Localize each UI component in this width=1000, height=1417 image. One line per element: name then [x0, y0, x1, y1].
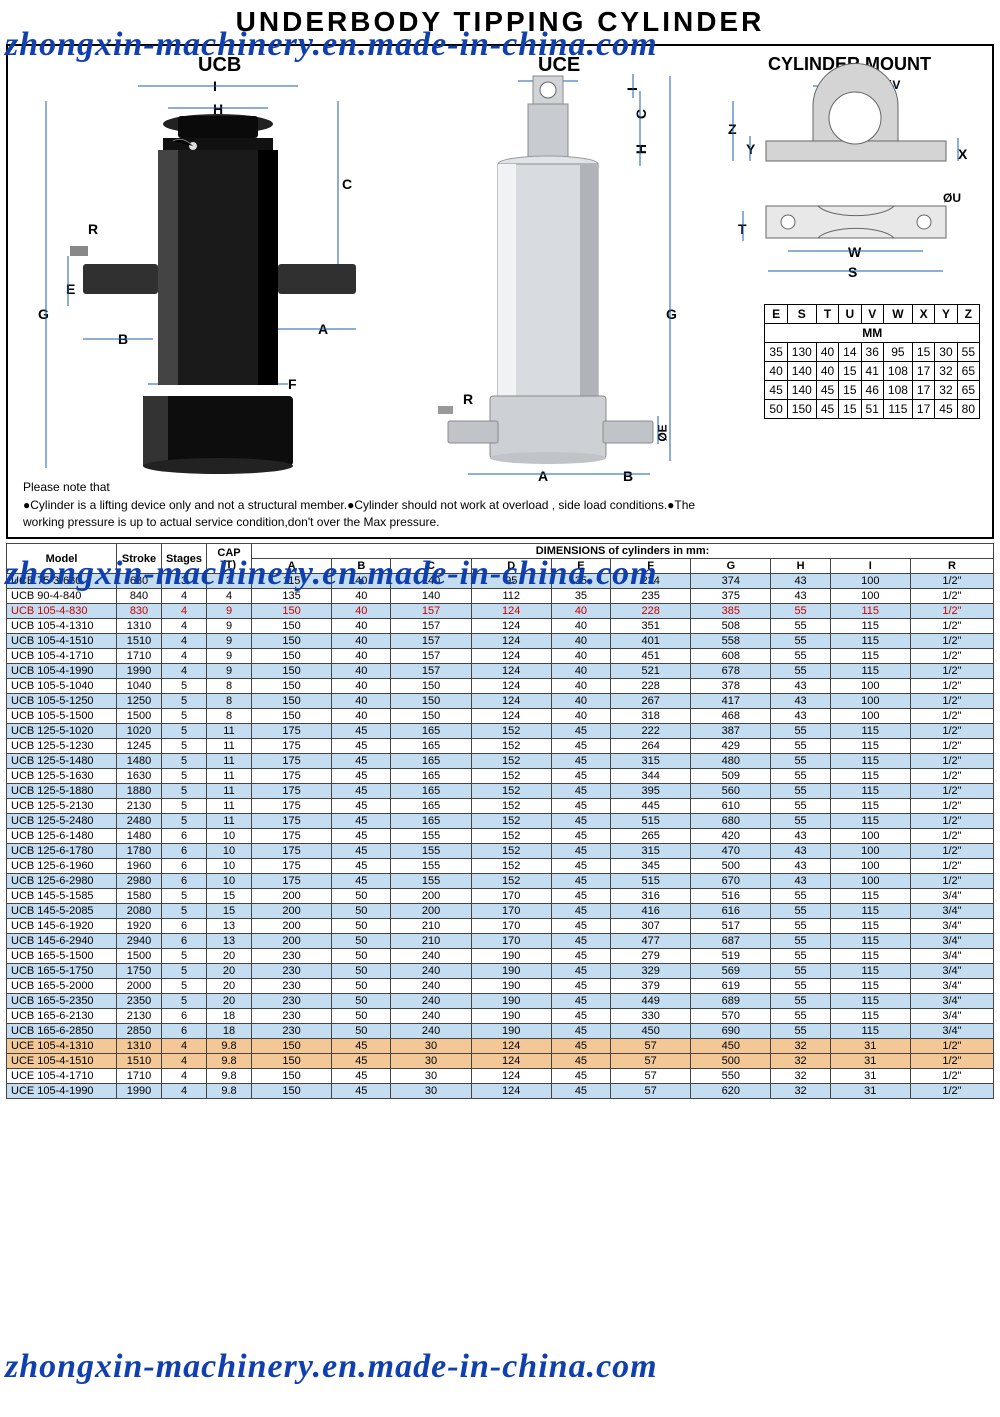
mount-col-U: U — [839, 305, 861, 324]
spec-col-I: I — [830, 559, 910, 574]
table-row: UCB 125-5-123012455111754516515245264429… — [7, 739, 994, 754]
mount-row: 45140451546108173265 — [765, 381, 980, 400]
uce-diagram-svg — [408, 46, 698, 486]
mount-col-Y: Y — [935, 305, 957, 324]
table-row: UCE 105-4-1990199049.8150453012445576203… — [7, 1084, 994, 1099]
spec-col-R: R — [910, 559, 993, 574]
watermark-mid: zhongxin-machinery.en.made-in-china.com — [5, 555, 658, 593]
ucb-diagram-svg — [8, 46, 408, 486]
table-row: UCB 165-5-175017505202305024019045329569… — [7, 964, 994, 979]
mount-col-W: W — [883, 305, 912, 324]
table-row: UCB 145-6-294029406132005021017045477687… — [7, 934, 994, 949]
watermark-top: zhongxin-machinery.en.made-in-china.com — [5, 26, 658, 64]
table-row: UCB 125-5-248024805111754516515245515680… — [7, 814, 994, 829]
mount-col-S: S — [787, 305, 816, 324]
table-row: UCB 125-5-163016305111754516515245344509… — [7, 769, 994, 784]
note-block: Please note that ●Cylinder is a lifting … — [23, 479, 723, 531]
table-row: UCE 105-4-1710171049.8150453012445575503… — [7, 1069, 994, 1084]
table-row: UCB 125-6-298029806101754515515245515670… — [7, 874, 994, 889]
mount-diagram-svg — [698, 46, 998, 281]
table-row: UCB 165-5-235023505202305024019045449689… — [7, 994, 994, 1009]
mount-col-T: T — [816, 305, 838, 324]
table-row: UCB 105-4-131013104915040157124403515085… — [7, 619, 994, 634]
mount-col-Z: Z — [957, 305, 979, 324]
spec-table: ModelStrokeStagesCAP (T)DIMENSIONS of cy… — [6, 543, 994, 1099]
table-row: UCE 105-4-1510151049.8150453012445575003… — [7, 1054, 994, 1069]
mount-row: 50150451551115174580 — [765, 400, 980, 419]
mount-col-V: V — [861, 305, 883, 324]
note-head: Please note that — [23, 479, 723, 496]
table-row: UCB 125-6-196019606101754515515245345500… — [7, 859, 994, 874]
spec-col-G: G — [691, 559, 771, 574]
table-row: UCB 105-4-151015104915040157124404015585… — [7, 634, 994, 649]
table-row: UCB 145-5-208520805152005020017045416616… — [7, 904, 994, 919]
table-row: UCB 165-5-200020005202305024019045379619… — [7, 979, 994, 994]
table-row: UCB 145-6-192019206132005021017045307517… — [7, 919, 994, 934]
mount-row: 40140401541108173265 — [765, 362, 980, 381]
table-row: UCB 125-6-148014806101754515515245265420… — [7, 829, 994, 844]
table-row: UCB 125-6-178017806101754515515245315470… — [7, 844, 994, 859]
mount-unit: MM — [765, 324, 980, 343]
mount-col-E: E — [765, 305, 787, 324]
mount-table: ESTUVWXYZMM 3513040143695153055401404015… — [764, 304, 980, 419]
table-row: UCB 145-5-158515805152005020017045316516… — [7, 889, 994, 904]
spec-col-H: H — [771, 559, 830, 574]
table-row: UCB 125-5-148014805111754516515245315480… — [7, 754, 994, 769]
note-body: ●Cylinder is a lifting device only and n… — [23, 497, 723, 531]
table-row: UCB 105-4-830830491504015712440228385551… — [7, 604, 994, 619]
table-row: UCB 165-6-285028506182305024019045450690… — [7, 1024, 994, 1039]
table-row: UCB 105-5-125012505815040150124402674174… — [7, 694, 994, 709]
table-row: UCB 125-5-188018805111754516515245395560… — [7, 784, 994, 799]
mount-col-X: X — [912, 305, 934, 324]
diagram-box: UCB I H C R E G B A D F — [6, 44, 994, 539]
table-row: UCB 125-5-213021305111754516515245445610… — [7, 799, 994, 814]
table-row: UCB 105-4-199019904915040157124405216785… — [7, 664, 994, 679]
table-row: UCB 125-5-102010205111754516515245222387… — [7, 724, 994, 739]
watermark-bot: zhongxin-machinery.en.made-in-china.com — [5, 1348, 658, 1386]
table-row: UCB 105-5-104010405815040150124402283784… — [7, 679, 994, 694]
mount-row: 3513040143695153055 — [765, 343, 980, 362]
table-row: UCB 165-6-213021306182305024019045330570… — [7, 1009, 994, 1024]
table-row: UCE 105-4-1310131049.8150453012445574503… — [7, 1039, 994, 1054]
table-row: UCB 105-5-150015005815040150124403184684… — [7, 709, 994, 724]
table-row: UCB 165-5-150015005202305024019045279519… — [7, 949, 994, 964]
table-row: UCB 105-4-171017104915040157124404516085… — [7, 649, 994, 664]
